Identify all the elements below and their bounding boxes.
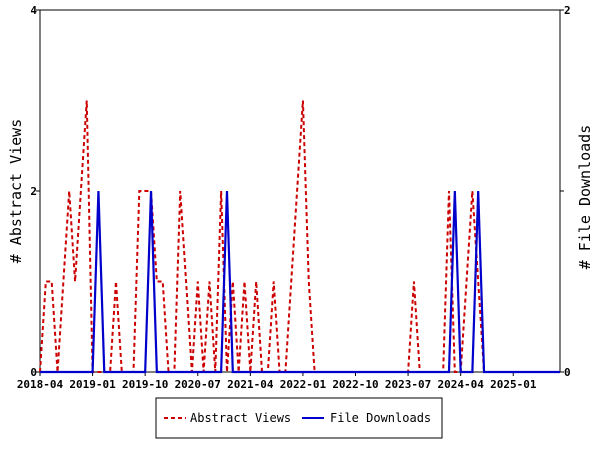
y2-tick-label: 2: [564, 4, 571, 17]
x-tick-label: 2019-10: [122, 378, 168, 391]
legend-box: [155, 397, 443, 439]
legend-label-abstract-views: Abstract Views: [190, 411, 291, 425]
y2-axis-title: # File Downloads: [576, 125, 594, 270]
x-tick-label: 2023-07: [385, 378, 431, 391]
y-tick-label: 4: [30, 4, 37, 17]
x-tick-label: 2024-04: [437, 378, 484, 391]
y2-tick-label: 0: [564, 366, 571, 379]
x-tick-label: 2022-01: [280, 378, 327, 391]
x-tick-label: 2025-01: [490, 378, 537, 391]
y-tick-label: 2: [30, 185, 37, 198]
x-tick-label: 2022-10: [332, 378, 378, 391]
x-tick-label: 2019-01: [69, 378, 116, 391]
y-axis-title: # Abstract Views: [7, 119, 25, 264]
legend-label-file-downloads: File Downloads: [330, 411, 431, 425]
x-tick-label: 2018-04: [17, 378, 64, 391]
axis-ticks: 2018-04 2019-01 2019-10 2020-07 2021-04 2022-…: [17, 4, 571, 391]
legend: Abstract Views File Downloads: [155, 397, 443, 439]
y-tick-label: 0: [30, 366, 37, 379]
x-tick-label: 2020-07: [175, 378, 221, 391]
x-tick-label: 2021-04: [227, 378, 274, 391]
series-line-file-downloads: [40, 190, 560, 374]
series-layer: [39, 100, 560, 374]
